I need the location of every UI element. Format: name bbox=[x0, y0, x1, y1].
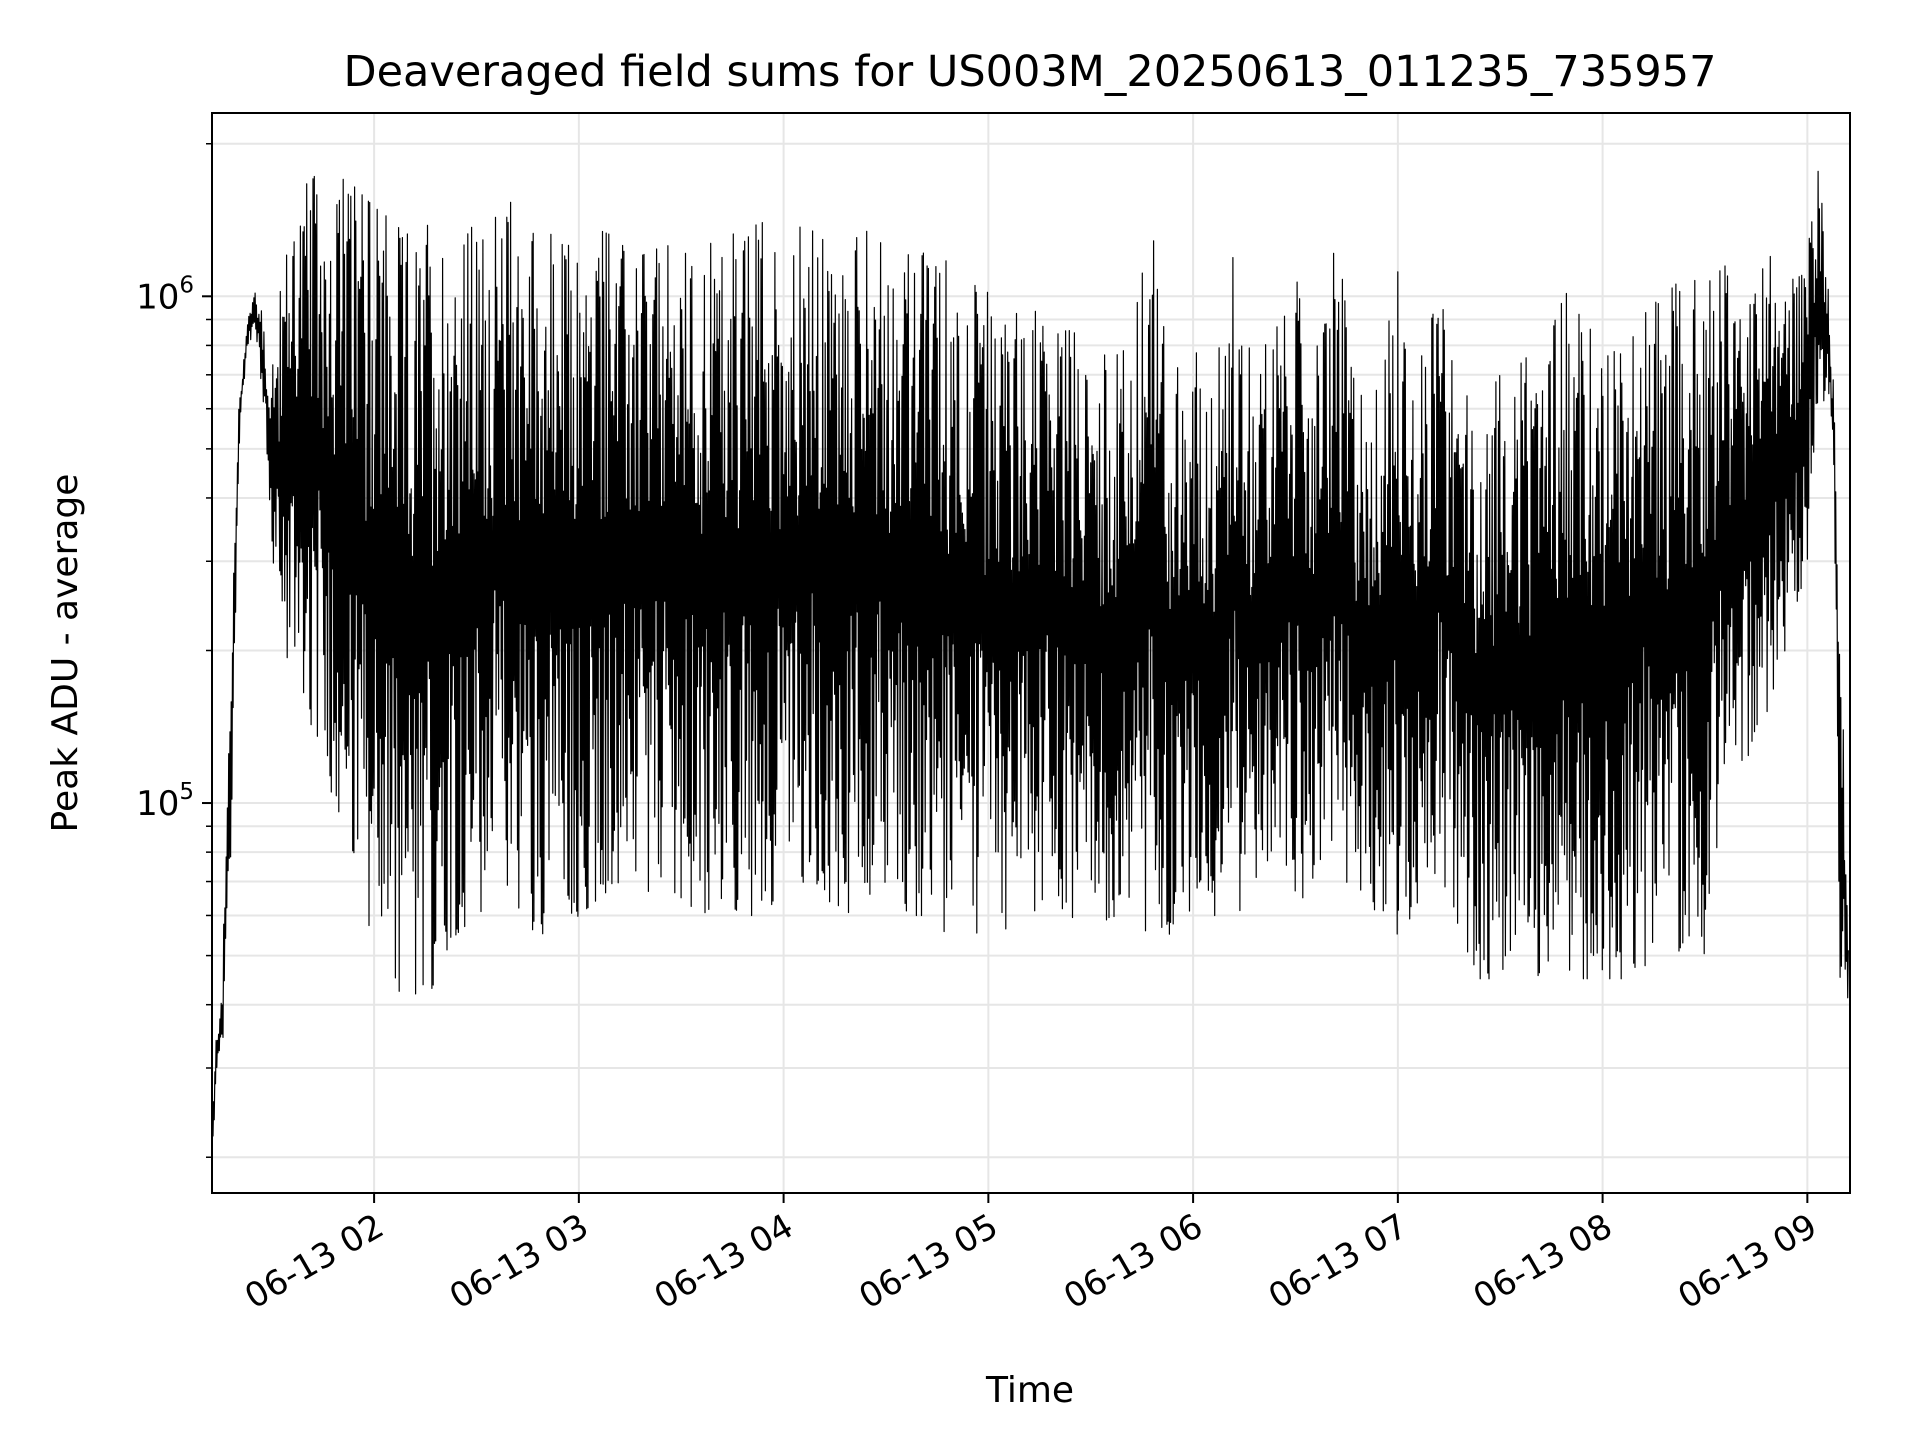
x-tick-label: 06-13 07 bbox=[1262, 1206, 1414, 1317]
chart-title: Deaveraged field sums for US003M_2025061… bbox=[343, 47, 1716, 97]
y-axis-label: Peak ADU - average bbox=[45, 474, 86, 833]
y-tick-label: 106 bbox=[136, 272, 194, 317]
series-layer bbox=[211, 170, 1849, 1137]
x-tick-label: 06-13 03 bbox=[443, 1206, 595, 1317]
x-tick-label: 06-13 05 bbox=[852, 1206, 1004, 1317]
x-tick-label: 06-13 09 bbox=[1671, 1206, 1823, 1317]
y-tick-label: 105 bbox=[136, 779, 194, 824]
x-tick-label: 06-13 02 bbox=[238, 1206, 390, 1317]
y-axis: 105 106 bbox=[136, 143, 212, 1158]
x-tick-label: 06-13 08 bbox=[1467, 1206, 1619, 1317]
x-axis: 06-13 02 06-13 03 06-13 04 06-13 05 06-13 06… bbox=[238, 1193, 1824, 1317]
x-axis-label: Time bbox=[985, 1370, 1074, 1411]
x-tick-label: 06-13 04 bbox=[648, 1206, 800, 1317]
plot-frame bbox=[211, 112, 1851, 1194]
x-tick-label: 06-13 06 bbox=[1057, 1206, 1209, 1317]
series-line bbox=[211, 170, 1849, 1137]
